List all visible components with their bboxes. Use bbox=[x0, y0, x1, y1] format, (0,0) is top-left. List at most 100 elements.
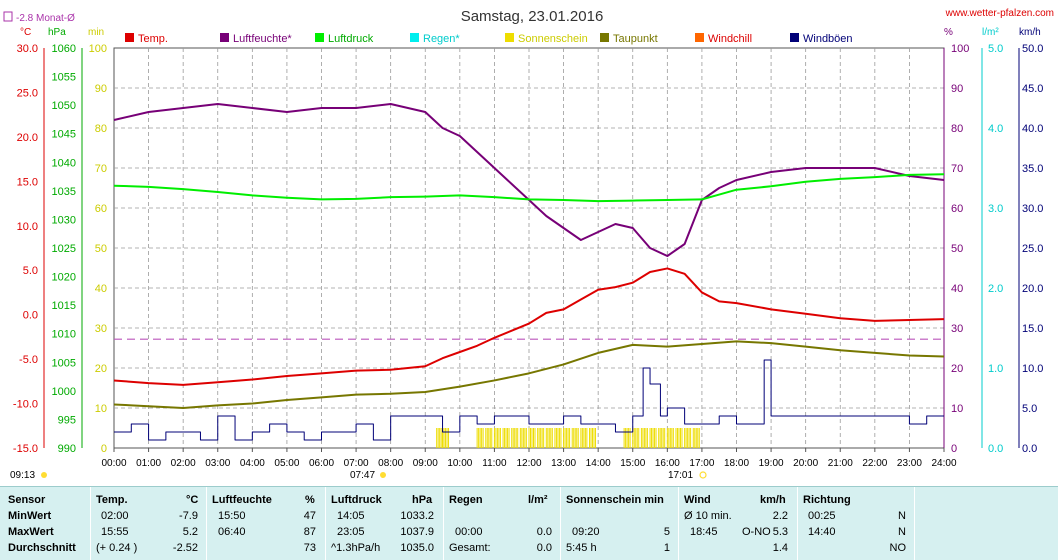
sun-axis-label: 40 bbox=[95, 283, 107, 295]
monthly-avg-label: -2.8 Monat-Ø bbox=[16, 13, 75, 24]
sunrise-icon bbox=[380, 472, 386, 478]
x-tick-label: 08:00 bbox=[378, 458, 403, 469]
humidity-axis-label: 10 bbox=[951, 403, 963, 415]
wind-axis-label: 10.0 bbox=[1022, 363, 1043, 375]
temp-axis-label: -15.0 bbox=[13, 443, 38, 455]
stats-separator bbox=[90, 487, 91, 560]
avg-hum-val: 73 bbox=[303, 542, 316, 554]
hdr-wind-unit: km/h bbox=[760, 494, 786, 506]
avg-press-trend: ^1.3hPa/h bbox=[331, 542, 381, 554]
x-tick-label: 16:00 bbox=[655, 458, 680, 469]
pressure-axis-label: 1060 bbox=[52, 43, 76, 55]
series-line-windben bbox=[114, 359, 944, 441]
x-tick-label: 01:00 bbox=[136, 458, 161, 469]
legend-gusts: Windböen bbox=[803, 33, 853, 45]
wind-axis-label: 45.0 bbox=[1022, 83, 1043, 95]
legend-swatch-pressure bbox=[315, 33, 324, 42]
pressure-axis-label: 1040 bbox=[52, 157, 76, 169]
min-dir-time: 00:25 bbox=[808, 510, 836, 522]
x-tick-label: 20:00 bbox=[793, 458, 818, 469]
series-line-luftdruck bbox=[113, 173, 945, 203]
hdr-rain: Regen bbox=[449, 494, 483, 506]
max-dir-time: 14:40 bbox=[808, 526, 836, 538]
pressure-axis-label: 1055 bbox=[52, 72, 76, 84]
min-hum-val: 47 bbox=[303, 510, 316, 522]
legend-swatch-dewpoint bbox=[600, 33, 609, 42]
hdr-press-unit: hPa bbox=[412, 494, 433, 506]
x-tick-label: 10:00 bbox=[447, 458, 472, 469]
x-tick-label: 06:00 bbox=[309, 458, 334, 469]
max-hum-time: 06:40 bbox=[218, 526, 246, 538]
row-label-avg: Durchschnitt bbox=[8, 542, 76, 554]
pressure-axis-label: 1000 bbox=[52, 386, 76, 398]
hdr-press: Luftdruck bbox=[331, 494, 382, 506]
legend-humidity: Luftfeuchte* bbox=[233, 33, 292, 45]
website-link[interactable]: www.wetter-pfalzen.com bbox=[945, 8, 1054, 19]
sun-axis-label: 60 bbox=[95, 203, 107, 215]
avg-dir-val: NO bbox=[889, 542, 907, 554]
chart-title: Samstag, 23.01.2016 bbox=[461, 8, 604, 25]
wind-axis-label: 20.0 bbox=[1022, 283, 1043, 295]
x-tick-label: 19:00 bbox=[759, 458, 784, 469]
humidity-axis-label: 50 bbox=[951, 243, 963, 255]
rain-axis-label: 4.0 bbox=[988, 123, 1003, 135]
moonrise-label: 09:13 bbox=[10, 470, 35, 481]
wind-axis-label: 30.0 bbox=[1022, 203, 1043, 215]
x-tick-label: 17:00 bbox=[689, 458, 714, 469]
rain-axis-label: 2.0 bbox=[988, 283, 1003, 295]
pressure-axis-label: 1035 bbox=[52, 186, 76, 198]
x-tick-label: 22:00 bbox=[862, 458, 887, 469]
hdr-temp-unit: °C bbox=[186, 494, 199, 506]
max-rain-val: 0.0 bbox=[536, 526, 552, 538]
hdr-hum-unit: % bbox=[305, 494, 315, 506]
wind-axis-label: 40.0 bbox=[1022, 123, 1043, 135]
rain-unit-label: l/m² bbox=[982, 27, 999, 38]
sun-axis-label: 100 bbox=[89, 43, 107, 55]
min-hum-time: 15:50 bbox=[218, 510, 246, 522]
pressure-axis-label: 1045 bbox=[52, 129, 76, 141]
x-tick-label: 09:00 bbox=[413, 458, 438, 469]
avg-temp-trend: (+ 0.24 ) bbox=[96, 542, 138, 554]
max-press-time: 23:05 bbox=[337, 526, 365, 538]
stats-separator bbox=[797, 487, 798, 560]
row-label-max: MaxWert bbox=[8, 526, 54, 538]
pressure-axis-label: 995 bbox=[58, 414, 76, 426]
legend-dewpoint: Taupunkt bbox=[613, 33, 658, 45]
pressure-axis-label: 1005 bbox=[52, 357, 76, 369]
x-tick-label: 13:00 bbox=[551, 458, 576, 469]
sunshine-bars bbox=[436, 428, 700, 448]
legend-swatch-windchill bbox=[695, 33, 704, 42]
x-tick-label: 12:00 bbox=[516, 458, 541, 469]
x-tick-label: 02:00 bbox=[171, 458, 196, 469]
sunrise-label: 07:47 bbox=[350, 470, 375, 481]
temp-axis-label: 10.0 bbox=[17, 221, 38, 233]
humidity-axis-label: 60 bbox=[951, 203, 963, 215]
avg-sun-total: 5:45 h bbox=[566, 542, 597, 554]
max-sun-time: 09:20 bbox=[572, 526, 600, 538]
max-dir-val: N bbox=[898, 526, 906, 538]
hdr-rain-unit: l/m² bbox=[528, 494, 548, 506]
statistics-table: Sensor Temp. °C Luftfeuchte % Luftdruck … bbox=[0, 486, 1058, 560]
humidity-axis-label: 40 bbox=[951, 283, 963, 295]
hdr-dir: Richtung bbox=[803, 494, 851, 506]
legend-swatch-sun bbox=[505, 33, 514, 42]
wind-unit-label: km/h bbox=[1019, 27, 1041, 38]
hdr-wind: Wind bbox=[684, 494, 711, 506]
min-temp-time: 02:00 bbox=[101, 510, 129, 522]
max-temp-val: 5.2 bbox=[182, 526, 198, 538]
sun-unit-label: min bbox=[88, 27, 104, 38]
stats-separator bbox=[678, 487, 679, 560]
avg-sun-val: 1 bbox=[663, 542, 670, 554]
rain-axis-label: 5.0 bbox=[988, 43, 1003, 55]
wind-axis-label: 35.0 bbox=[1022, 163, 1043, 175]
hdr-hum: Luftfeuchte bbox=[212, 494, 272, 506]
min-temp-val: -7.9 bbox=[179, 510, 198, 522]
sun-axis-label: 80 bbox=[95, 123, 107, 135]
temp-unit-label: °C bbox=[20, 27, 31, 38]
wind-axis-label: 50.0 bbox=[1022, 43, 1043, 55]
temp-axis-label: -5.0 bbox=[19, 354, 38, 366]
legend-swatch-gusts bbox=[790, 33, 799, 42]
legend-rain: Regen* bbox=[423, 33, 460, 45]
max-temp-time: 15:55 bbox=[101, 526, 129, 538]
x-tick-label: 04:00 bbox=[240, 458, 265, 469]
